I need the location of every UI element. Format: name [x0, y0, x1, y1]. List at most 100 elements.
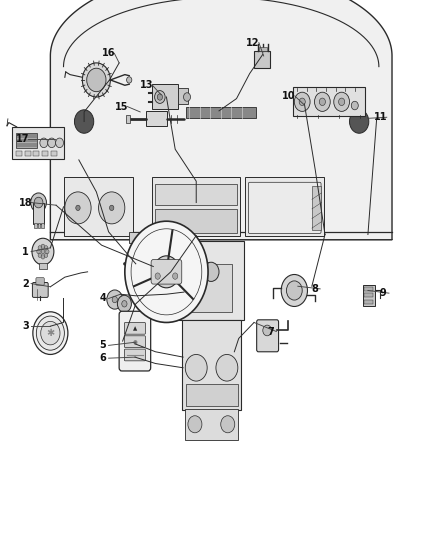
Bar: [312, 186, 321, 230]
Circle shape: [216, 354, 238, 381]
Circle shape: [263, 325, 272, 336]
FancyBboxPatch shape: [124, 322, 145, 334]
Circle shape: [32, 238, 54, 265]
Bar: [364, 300, 373, 304]
Text: 5: 5: [99, 341, 106, 350]
Text: ●: ●: [133, 339, 137, 344]
Bar: [25, 151, 31, 156]
FancyBboxPatch shape: [124, 336, 145, 348]
Circle shape: [44, 246, 48, 250]
Text: 7: 7: [267, 327, 274, 336]
Text: 12: 12: [247, 38, 260, 47]
Circle shape: [339, 98, 345, 106]
Circle shape: [155, 91, 165, 103]
Bar: [191, 264, 232, 312]
Text: ✱: ✱: [46, 328, 54, 338]
Circle shape: [65, 192, 91, 224]
Circle shape: [110, 205, 114, 211]
Text: 15: 15: [115, 102, 128, 111]
Circle shape: [334, 92, 350, 111]
Circle shape: [41, 321, 60, 345]
Bar: [182, 320, 241, 410]
Text: 13: 13: [140, 80, 153, 90]
Bar: [186, 384, 238, 406]
Bar: [129, 232, 188, 243]
Circle shape: [173, 273, 178, 279]
Bar: [364, 293, 373, 297]
FancyBboxPatch shape: [124, 349, 145, 361]
Bar: [146, 111, 167, 126]
Bar: [155, 184, 237, 205]
Text: 10: 10: [283, 91, 296, 101]
FancyBboxPatch shape: [32, 282, 48, 297]
Bar: [41, 223, 44, 228]
Bar: [364, 287, 373, 291]
Bar: [51, 151, 57, 156]
Circle shape: [351, 101, 358, 110]
Bar: [363, 285, 375, 306]
Bar: [179, 241, 244, 320]
Circle shape: [107, 290, 123, 309]
Circle shape: [350, 110, 369, 133]
Circle shape: [48, 138, 56, 148]
Circle shape: [74, 110, 94, 133]
Bar: [152, 84, 178, 109]
Circle shape: [46, 249, 49, 254]
Bar: [126, 115, 130, 123]
Circle shape: [185, 354, 207, 381]
Circle shape: [221, 416, 235, 433]
Circle shape: [153, 256, 180, 288]
Circle shape: [314, 92, 330, 111]
Text: 6: 6: [99, 353, 106, 363]
Circle shape: [125, 221, 208, 322]
Circle shape: [44, 253, 48, 257]
Circle shape: [281, 274, 307, 306]
Circle shape: [127, 77, 132, 83]
FancyBboxPatch shape: [257, 320, 279, 352]
Circle shape: [99, 192, 125, 224]
Bar: [254, 51, 270, 68]
Bar: [293, 87, 365, 116]
Text: 18: 18: [18, 198, 32, 207]
Circle shape: [117, 295, 131, 312]
Circle shape: [319, 98, 325, 106]
Circle shape: [41, 255, 45, 259]
Bar: [186, 107, 256, 118]
Bar: [64, 177, 133, 236]
Text: 2: 2: [22, 279, 29, 288]
Circle shape: [31, 193, 46, 212]
Circle shape: [41, 249, 45, 254]
Bar: [16, 151, 22, 156]
Text: 4: 4: [99, 294, 106, 303]
Bar: [39, 263, 47, 269]
Polygon shape: [50, 0, 392, 240]
FancyBboxPatch shape: [119, 311, 151, 371]
FancyBboxPatch shape: [248, 182, 321, 233]
Text: 11: 11: [374, 112, 388, 122]
Text: 17: 17: [16, 134, 29, 143]
Circle shape: [38, 246, 42, 250]
FancyBboxPatch shape: [151, 260, 182, 284]
Text: 16: 16: [102, 49, 115, 58]
Circle shape: [34, 197, 43, 208]
Circle shape: [158, 261, 175, 282]
Text: 1: 1: [22, 247, 29, 256]
FancyBboxPatch shape: [36, 278, 44, 285]
Bar: [152, 177, 240, 236]
Bar: [178, 88, 188, 104]
Text: 8: 8: [311, 284, 318, 294]
Circle shape: [82, 63, 110, 97]
Bar: [185, 409, 238, 440]
Bar: [245, 177, 324, 236]
Bar: [259, 47, 267, 51]
Circle shape: [56, 138, 64, 148]
Bar: [34, 223, 37, 228]
Circle shape: [33, 312, 68, 354]
Circle shape: [157, 94, 162, 100]
Bar: [16, 133, 37, 148]
Circle shape: [36, 316, 64, 350]
Bar: [33, 151, 39, 156]
Text: 9: 9: [380, 288, 387, 298]
Circle shape: [76, 205, 80, 211]
Circle shape: [188, 416, 202, 433]
